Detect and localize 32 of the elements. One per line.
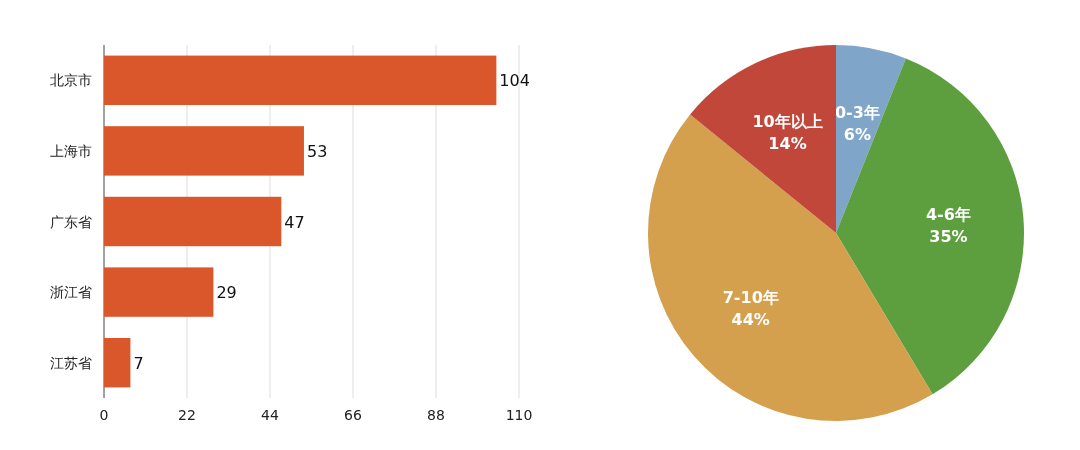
y-tick-label: 北京市 [50, 72, 92, 89]
slice-label: 10年以上 [752, 112, 823, 132]
pie-slice [836, 45, 906, 233]
x-tick-label: 66 [344, 407, 362, 423]
pie-slice [836, 58, 1024, 395]
data-label: 29 [216, 283, 237, 303]
data-label: 47 [284, 212, 305, 232]
data-label: 35% [929, 227, 968, 247]
pie-slice [690, 45, 836, 233]
slice-label: 0-3年 [834, 103, 880, 123]
bar [104, 55, 497, 106]
slice-label: 4-6年 [925, 205, 971, 225]
y-tick-label: 上海市 [50, 142, 92, 159]
x-tick-label: 0 [99, 407, 109, 423]
data-label: 14% [768, 134, 807, 154]
x-tick-label: 110 [505, 407, 533, 423]
bar [104, 337, 131, 388]
bar [104, 126, 304, 176]
y-tick-label: 江苏省 [50, 354, 92, 371]
y-tick-label: 浙江省 [50, 284, 92, 301]
data-label: 53 [306, 141, 328, 161]
x-tick-label: 44 [261, 407, 279, 423]
data-label: 44% [731, 309, 770, 329]
x-tick-label: 22 [178, 407, 196, 423]
data-label: 6% [843, 125, 871, 145]
data-label: 7 [133, 353, 144, 373]
data-label: 104 [499, 71, 530, 91]
x-tick-label: 88 [427, 407, 445, 423]
bar [104, 196, 282, 247]
slice-label: 7-10年 [722, 287, 779, 307]
y-tick-label: 广东省 [50, 213, 92, 230]
bar [104, 267, 214, 317]
